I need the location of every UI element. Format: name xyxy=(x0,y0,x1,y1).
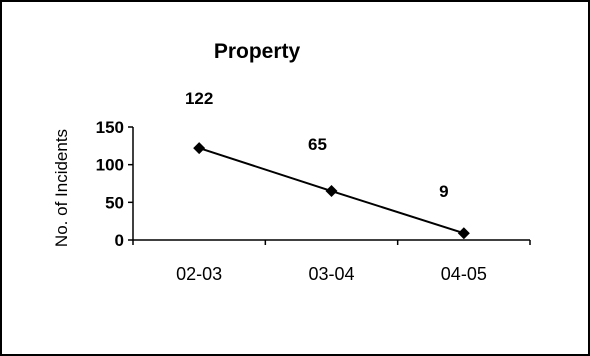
data-labels: 122 65 9 xyxy=(185,89,449,201)
chart-title: Property xyxy=(214,40,301,63)
y-tick-labels: 0 50 100 150 xyxy=(96,118,124,250)
y-tick-label: 0 xyxy=(115,231,124,250)
y-axis-label: No. of Incidents xyxy=(52,129,71,247)
axes xyxy=(128,126,531,245)
data-label: 65 xyxy=(308,135,327,154)
x-tick-labels: 02-03 03-04 04-05 xyxy=(176,264,487,284)
x-tick-label: 02-03 xyxy=(176,264,222,284)
y-tick-label: 50 xyxy=(105,193,124,212)
y-tick-label: 150 xyxy=(96,118,124,137)
data-point-marker xyxy=(457,227,470,240)
series-line xyxy=(193,142,470,240)
x-tick-label: 03-04 xyxy=(308,264,354,284)
data-label: 122 xyxy=(185,89,213,108)
data-point-marker xyxy=(193,142,206,155)
data-point-marker xyxy=(325,185,338,198)
x-tick-label: 04-05 xyxy=(441,264,487,284)
y-tick-label: 100 xyxy=(96,156,124,175)
data-label: 9 xyxy=(439,182,448,201)
